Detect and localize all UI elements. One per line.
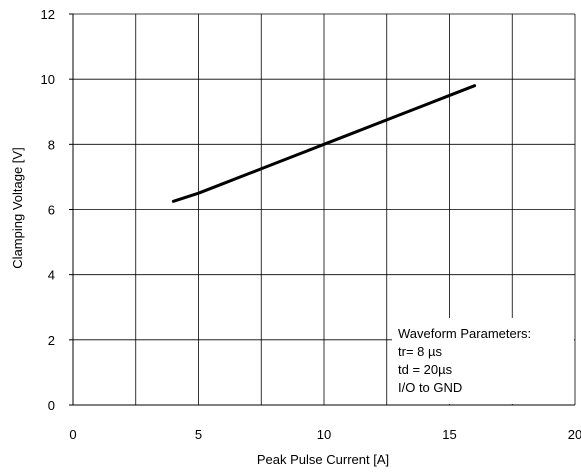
x-tick-label: 10 [317, 427, 331, 442]
annotation-line: Waveform Parameters: [398, 326, 531, 341]
x-tick-label: 0 [69, 427, 76, 442]
y-tick-label: 8 [48, 137, 55, 152]
series-line [171, 84, 477, 203]
annotation-line: tr= 8 µs [398, 344, 442, 359]
y-tick-label: 10 [41, 72, 55, 87]
x-tick-label: 20 [568, 427, 581, 442]
frame-layer [69, 13, 575, 406]
x-axis-label: Peak Pulse Current [A] [257, 452, 389, 467]
tick-label-layer: 0 5 10 15 20 0 2 4 6 8 10 12 [41, 7, 581, 442]
annotation-layer: Waveform Parameters: tr= 8 µs td = 20µs … [392, 318, 574, 404]
y-tick-label: 0 [48, 398, 55, 413]
annotation-line: td = 20µs [398, 362, 453, 377]
y-tick-label: 2 [48, 333, 55, 348]
series-layer [171, 84, 477, 203]
y-axis-label: Clamping Voltage [V] [10, 147, 25, 268]
annotation-box [392, 318, 574, 404]
y-tick-label: 12 [41, 7, 55, 22]
x-tick-label: 15 [442, 427, 456, 442]
annotation-line: I/O to GND [398, 380, 462, 395]
y-tick-label: 6 [48, 203, 55, 218]
y-tick-label: 4 [48, 268, 55, 283]
x-tick-label: 5 [195, 427, 202, 442]
